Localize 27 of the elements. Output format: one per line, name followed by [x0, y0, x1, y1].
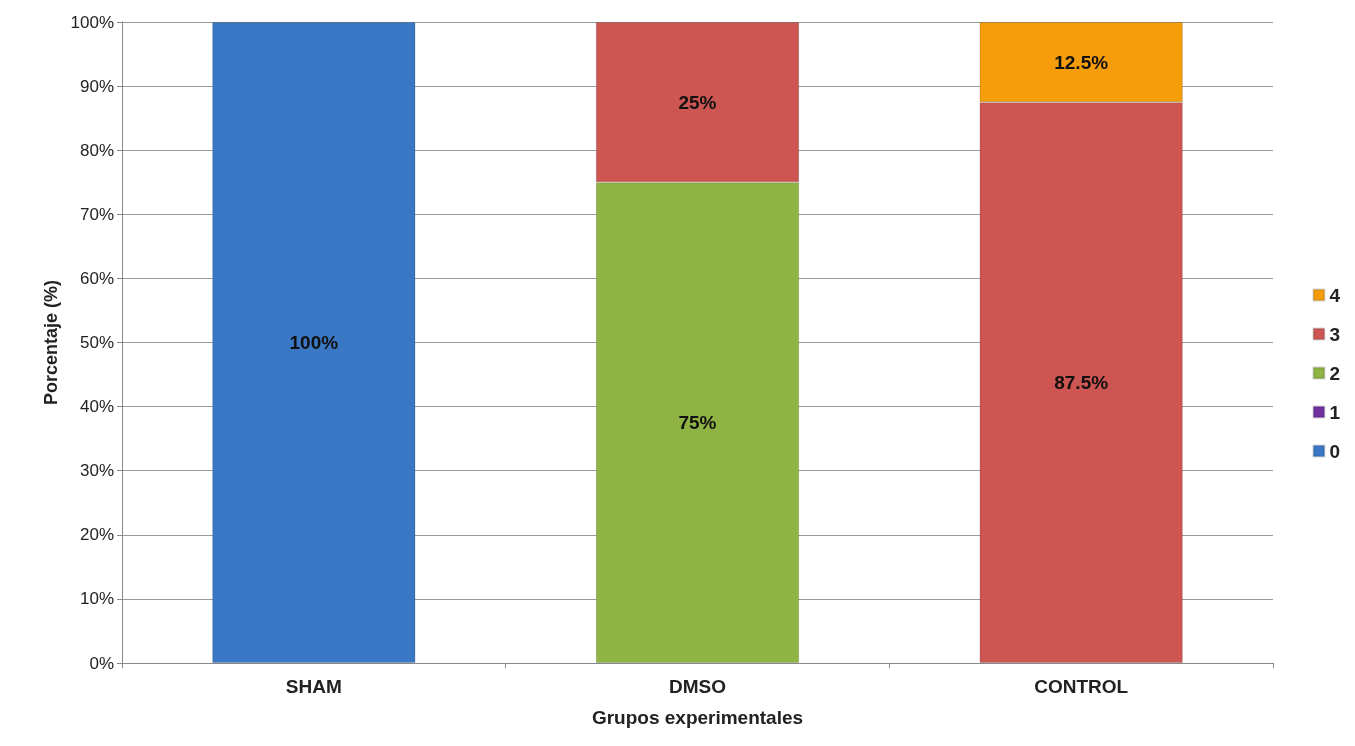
y-tick-label: 70%	[79, 204, 114, 224]
data-label: 100%	[289, 332, 339, 353]
legend-label: 1	[1329, 401, 1341, 423]
y-tick-label: 40%	[79, 397, 114, 417]
data-label: 25%	[678, 91, 717, 113]
data-label: 87.5%	[1054, 372, 1109, 394]
y-tick-label: 90%	[79, 76, 114, 96]
y-tick-label: 30%	[79, 461, 114, 481]
x-tick-label: DMSO	[669, 676, 726, 697]
legend-label: 4	[1329, 284, 1341, 306]
y-tick-label: 0%	[89, 653, 114, 673]
y-tick-label: 80%	[79, 140, 114, 160]
data-label: 12.5%	[1054, 51, 1109, 73]
x-axis-title: Grupos experimentales	[591, 707, 804, 728]
y-tick-label: 50%	[79, 333, 114, 352]
legend-label: 0	[1329, 440, 1341, 462]
y-tick-label: 20%	[79, 525, 114, 545]
x-tick-label: CONTROL	[1034, 676, 1129, 697]
legend-label: 2	[1329, 362, 1341, 384]
y-axis-title: Porcentaje (%)	[40, 279, 61, 406]
y-tick-label: 100%	[70, 12, 114, 32]
x-tick-label: SHAM	[285, 676, 342, 697]
y-tick-label: 60%	[79, 268, 114, 288]
data-label: 75%	[678, 412, 717, 434]
bar	[212, 22, 416, 663]
y-tick-label: 10%	[79, 589, 114, 609]
legend-label: 3	[1329, 323, 1341, 345]
